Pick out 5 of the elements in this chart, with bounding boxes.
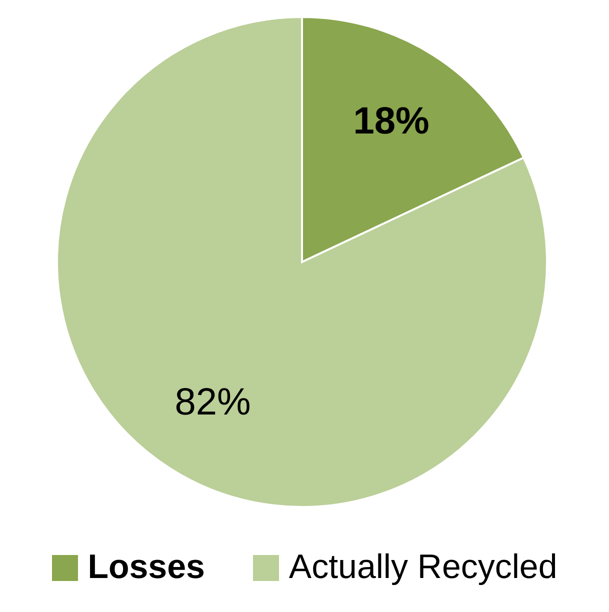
legend-label: Actually Recycled [288,548,558,587]
data-label: 18% [353,100,430,142]
legend-label: Losses [88,548,205,587]
data-label: 82% [174,382,251,424]
pie-slice [56,16,548,508]
